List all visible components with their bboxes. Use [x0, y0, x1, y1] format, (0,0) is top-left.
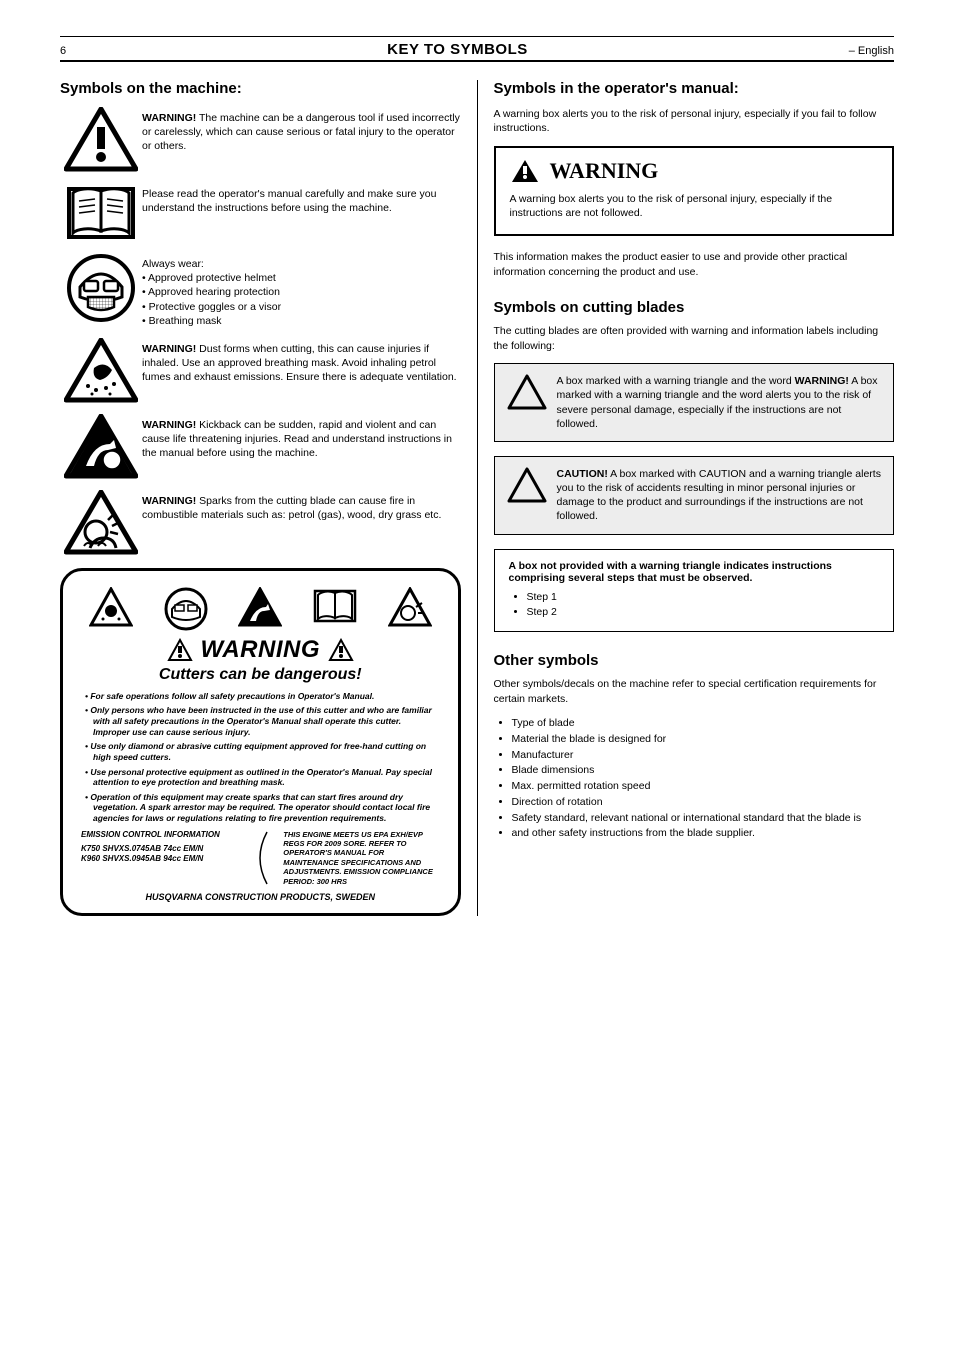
symbol-text: Please read the operator's manual carefu… [142, 183, 461, 215]
other-heading: Other symbols [494, 652, 895, 669]
content-columns: Symbols on the machine: WARNING! The mac… [60, 80, 894, 916]
manual-icon [65, 183, 137, 243]
spark-triangle-icon [64, 490, 138, 556]
warning-triangle-icon [328, 638, 354, 662]
left-heading: Symbols on the machine: [60, 80, 461, 97]
warning-notice-box: WARNING A warning box alerts you to the … [494, 146, 895, 236]
ppe-head-icon [66, 253, 136, 323]
blade-intro: The cutting blades are often provided wi… [494, 324, 895, 353]
step-item: Step 1 [527, 590, 880, 606]
other-intro: Other symbols/decals on the machine refe… [494, 677, 895, 706]
spark-triangle-icon [388, 587, 432, 627]
list-item: Safety standard, relevant national or in… [512, 811, 895, 827]
warning-triangle-icon [64, 107, 138, 173]
list-item: Direction of rotation [512, 795, 895, 811]
warning-triangle-filled-icon [510, 158, 540, 184]
symbol-row: Always wear: • Approved protective helme… [60, 253, 461, 328]
symbol-row: WARNING! Sparks from the cutting blade c… [60, 490, 461, 556]
caution-gray-box: CAUTION! A box marked with CAUTION and a… [494, 456, 895, 535]
symbol-text: WARNING! The machine can be a dangerous … [142, 107, 461, 154]
label-bullets: • For safe operations follow all safety … [81, 691, 440, 824]
kickback-triangle-icon [238, 587, 282, 627]
warning-gray-box: A box marked with a warning triangle and… [494, 363, 895, 442]
label-warning-title: WARNING [201, 635, 321, 665]
list-item: Type of blade [512, 716, 895, 732]
header-lang: – English [849, 45, 894, 57]
label-bullet: • Only persons who have been instructed … [85, 705, 436, 737]
symbol-row: Please read the operator's manual carefu… [60, 183, 461, 243]
symbol-text: WARNING! Sparks from the cutting blade c… [142, 490, 461, 522]
step-item: Step 2 [527, 605, 880, 621]
label-bullet: • Use personal protective equipment as o… [85, 767, 436, 788]
kickback-triangle-icon [64, 414, 138, 480]
gray-box-text: A box marked with a warning triangle and… [557, 374, 882, 431]
manual-icon [313, 587, 357, 625]
label-subtitle: Cutters can be dangerous! [81, 665, 440, 685]
dust-triangle-icon [64, 338, 138, 404]
notice-title: WARNING [550, 158, 659, 184]
separator-arc-icon [251, 830, 269, 886]
label-bullet: • Use only diamond or abrasive cutting e… [85, 741, 436, 762]
label-footer: HUSQVARNA CONSTRUCTION PRODUCTS, SWEDEN [81, 892, 440, 903]
gray-box-text: CAUTION! A box marked with CAUTION and a… [557, 467, 882, 524]
label-bullet: • Operation of this equipment may create… [85, 792, 436, 824]
symbol-text: WARNING! Dust forms when cutting, this c… [142, 338, 461, 385]
ppe-head-icon [164, 587, 208, 631]
emission-right: THIS ENGINE MEETS US EPA EXH/EVP REGS FO… [283, 830, 439, 886]
emission-title: EMISSION CONTROL INFORMATION [81, 830, 237, 840]
steps-box: A box not provided with a warning triang… [494, 549, 895, 633]
right-column: Symbols in the operator's manual: A warn… [478, 80, 895, 916]
list-item: Manufacturer [512, 748, 895, 764]
other-list: Type of blade Material the blade is desi… [494, 716, 895, 842]
steps-head: A box not provided with a warning triang… [509, 560, 880, 584]
list-item: Material the blade is designed for [512, 732, 895, 748]
list-item: Blade dimensions [512, 763, 895, 779]
page-header: 6 KEY TO SYMBOLS – English [60, 37, 894, 60]
dust-triangle-icon [89, 587, 133, 627]
notice-body: A warning box alerts you to the risk of … [510, 192, 879, 220]
symbol-row: WARNING! Dust forms when cutting, this c… [60, 338, 461, 404]
list-item: and other safety instructions from the b… [512, 826, 895, 842]
symbol-row: WARNING! Kickback can be sudden, rapid a… [60, 414, 461, 480]
after-warning-para: This information makes the product easie… [494, 250, 895, 279]
page-number: 6 [60, 45, 66, 57]
warning-triangle-icon [507, 467, 547, 503]
symbol-text: WARNING! Kickback can be sudden, rapid a… [142, 414, 461, 461]
symbol-text: Always wear: • Approved protective helme… [142, 253, 461, 328]
right-heading: Symbols in the operator's manual: [494, 80, 895, 97]
emission-line: K960 SHVXS.0945AB 94cc EM/N [81, 854, 237, 864]
right-intro: A warning box alerts you to the risk of … [494, 107, 895, 136]
section-title: KEY TO SYMBOLS [387, 41, 528, 58]
warning-triangle-icon [167, 638, 193, 662]
list-item: Max. permitted rotation speed [512, 779, 895, 795]
emission-block: EMISSION CONTROL INFORMATION K750 SHVXS.… [81, 830, 440, 886]
product-warning-label: WARNING Cutters can be dangerous! • For … [60, 568, 461, 916]
blade-heading: Symbols on cutting blades [494, 299, 895, 316]
symbol-row: WARNING! The machine can be a dangerous … [60, 107, 461, 173]
label-bullet: • For safe operations follow all safety … [85, 691, 436, 702]
warning-triangle-icon [507, 374, 547, 410]
left-column: Symbols on the machine: WARNING! The mac… [60, 80, 478, 916]
emission-line: K750 SHVXS.0745AB 74cc EM/N [81, 844, 237, 854]
rule-thick [60, 60, 894, 62]
